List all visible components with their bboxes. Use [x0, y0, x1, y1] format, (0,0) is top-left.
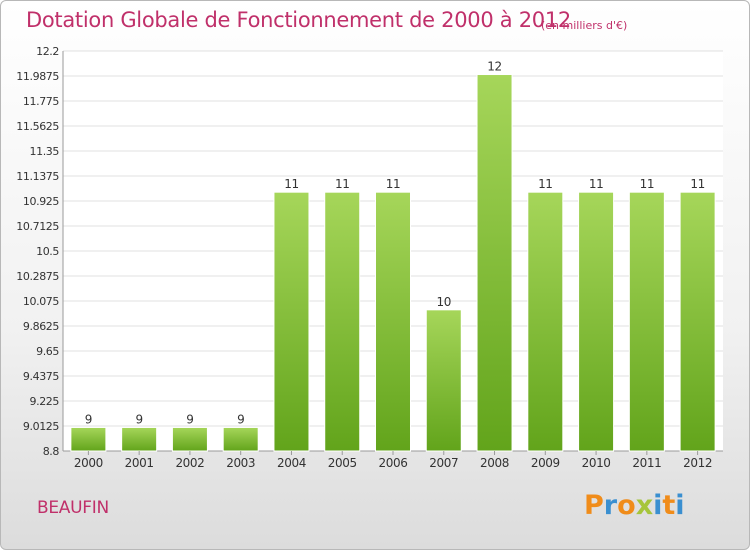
x-tick-label: 2012: [683, 456, 712, 470]
bar: [527, 191, 564, 452]
x-tick-label: 2011: [632, 456, 661, 470]
x-tick-label: 2008: [480, 456, 509, 470]
x-tick-label: 2004: [277, 456, 306, 470]
proxiti-logo: Proxiti: [584, 490, 685, 521]
bar: [121, 426, 158, 452]
bar: [273, 191, 310, 452]
bar: [476, 74, 513, 452]
y-tick-label: 10.2875: [16, 270, 59, 283]
bar-value-label: 11: [690, 177, 704, 191]
logo-letter: t: [662, 490, 676, 521]
bar-value-label: 10: [437, 295, 451, 309]
logo-letter: x: [635, 490, 654, 521]
bar-value-label: 9: [237, 412, 244, 426]
y-tick-label: 9.0125: [23, 420, 59, 433]
bar: [578, 191, 615, 452]
y-tick-label: 9.225: [30, 395, 60, 408]
logo-letter: i: [653, 490, 663, 521]
bar: [222, 426, 259, 452]
x-tick-label: 2006: [379, 456, 408, 470]
x-tick-label: 2000: [74, 456, 103, 470]
chart-title: Dotation Globale de Fonctionnement de 20…: [26, 8, 571, 32]
bar-value-label: 11: [386, 177, 400, 191]
x-tick-label: 2003: [226, 456, 255, 470]
bar-value-label: 11: [335, 177, 349, 191]
y-tick-label: 8.8: [43, 445, 60, 458]
bar-value-label: 9: [85, 412, 92, 426]
bar: [679, 191, 716, 452]
y-tick-label: 11.35: [30, 145, 60, 158]
x-tick-label: 2005: [328, 456, 357, 470]
logo-letter: r: [603, 490, 618, 521]
y-tick-label: 11.775: [23, 95, 59, 108]
x-tick-label: 2010: [582, 456, 611, 470]
bar: [628, 191, 665, 452]
y-tick-label: 9.4375: [23, 370, 59, 383]
y-tick-label: 11.1375: [16, 170, 59, 183]
bar: [375, 191, 411, 452]
y-tick-label: 12.2: [36, 45, 59, 58]
logo-letter: P: [584, 490, 604, 521]
x-tick-label: 2007: [429, 456, 458, 470]
logo-letter: i: [675, 490, 685, 521]
bar-value-label: 11: [284, 177, 298, 191]
y-tick-label: 11.9875: [16, 70, 59, 83]
town-name: BEAUFIN: [37, 498, 109, 518]
y-tick-label: 9.8625: [23, 320, 59, 333]
bar-value-label: 9: [136, 412, 143, 426]
bar-value-label: 11: [640, 177, 654, 191]
y-tick-label: 9.65: [36, 345, 59, 358]
x-tick-label: 2009: [531, 456, 560, 470]
x-tick-label: 2002: [175, 456, 204, 470]
bar: [171, 426, 208, 452]
bar-value-label: 9: [186, 412, 193, 426]
bar: [324, 191, 361, 452]
y-tick-label: 10.075: [23, 295, 59, 308]
y-tick-label: 11.5625: [16, 120, 59, 133]
x-tick-label: 2001: [125, 456, 154, 470]
logo-letter: o: [617, 490, 636, 521]
bar-value-label: 11: [589, 177, 603, 191]
bar: [425, 309, 462, 452]
bar: [70, 426, 107, 452]
bar-value-label: 12: [487, 60, 501, 74]
chart-unit: (en milliers d'€): [541, 19, 628, 32]
y-tick-label: 10.5: [36, 245, 59, 258]
bar-value-label: 11: [538, 177, 552, 191]
y-tick-label: 10.7125: [16, 220, 59, 233]
y-tick-label: 10.925: [23, 195, 59, 208]
